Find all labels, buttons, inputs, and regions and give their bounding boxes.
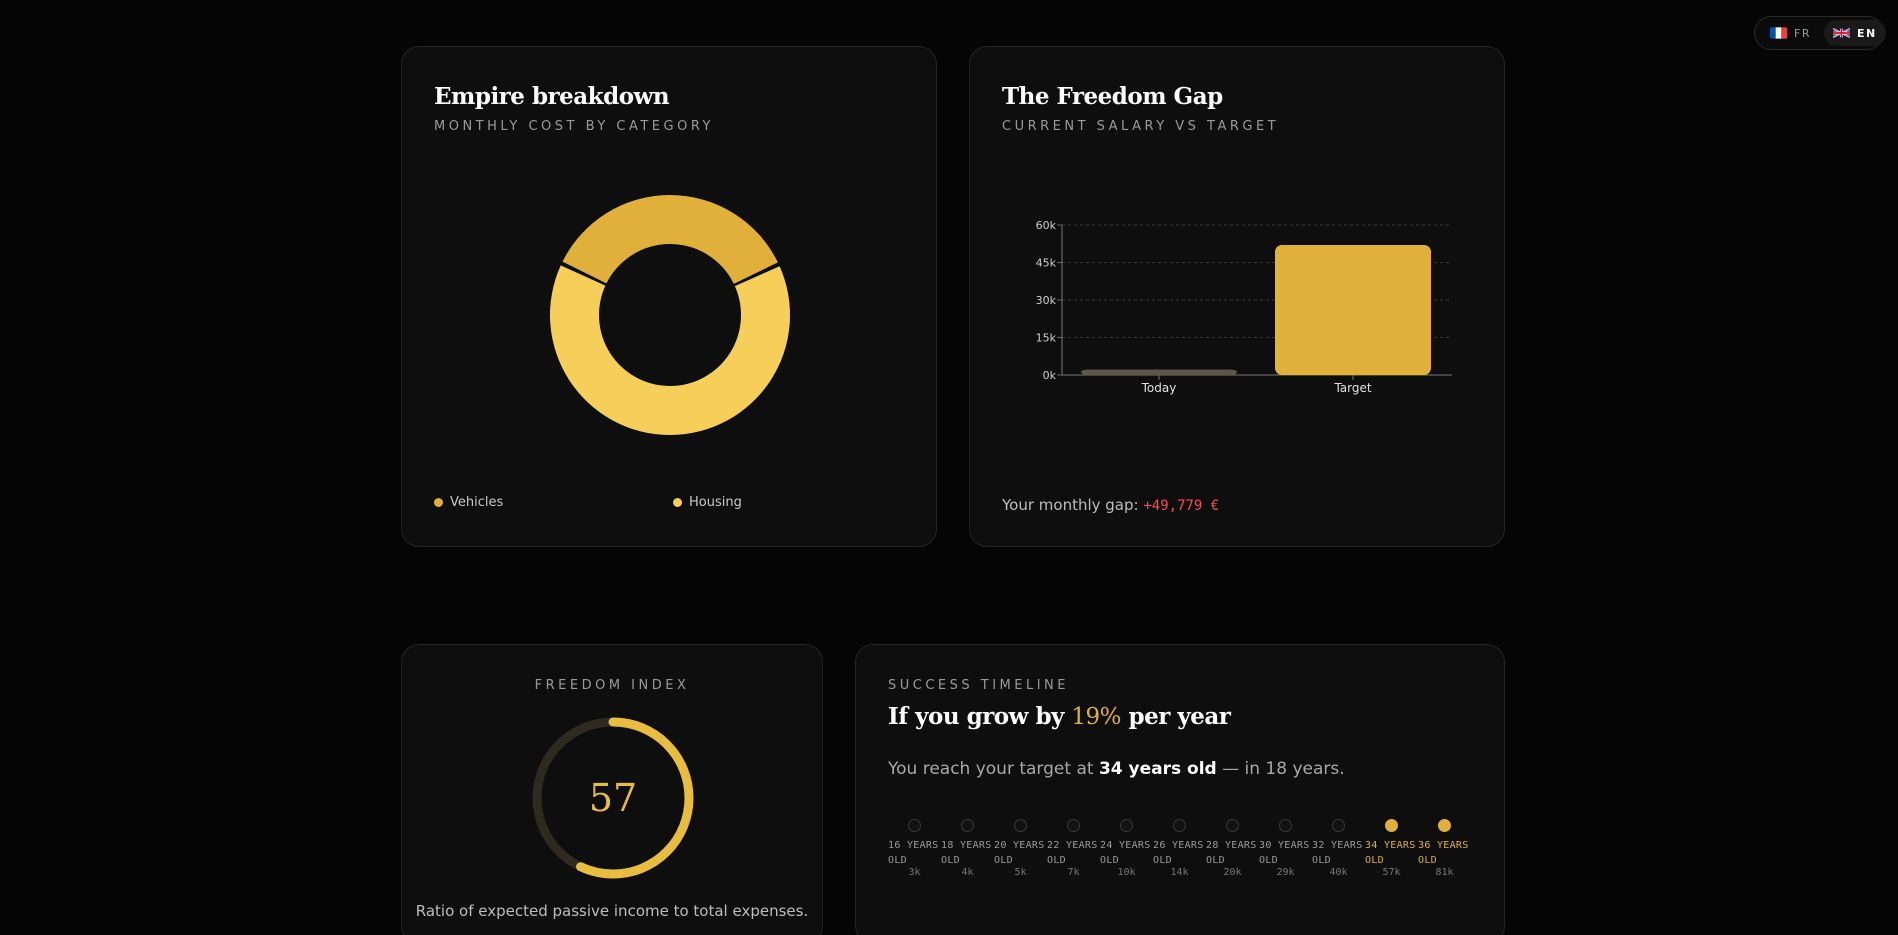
legend-label: Vehicles [450, 495, 504, 510]
timeline-dot[interactable] [1279, 819, 1292, 832]
growth-rate: 19% [1071, 704, 1122, 730]
legend-dot [673, 498, 682, 507]
timeline-age: 28 YEARS OLD [1206, 840, 1257, 866]
card-subtitle: CURRENT SALARY VS TARGET [1002, 119, 1280, 134]
language-option-en[interactable]: EN [1823, 20, 1886, 46]
x-tick-label: Today [1141, 381, 1177, 395]
timeline-dot[interactable] [1014, 819, 1027, 832]
monthly-gap: Your monthly gap: +49,779 € [1002, 496, 1219, 514]
gauge-value: 57 [589, 776, 637, 820]
donut-chart [550, 195, 790, 436]
freedom-gap-card: The Freedom Gap CURRENT SALARY VS TARGET… [969, 46, 1505, 547]
timeline-age: 22 YEARS OLD [1047, 840, 1098, 866]
title-prefix: If you grow by [888, 703, 1064, 730]
timeline-summary: You reach your target at 34 years old — … [888, 759, 1345, 779]
timeline-dot[interactable] [1385, 819, 1398, 832]
x-tick-label: Target [1333, 381, 1371, 395]
timeline-dot[interactable] [1173, 819, 1186, 832]
empire-breakdown-card: Empire breakdown MONTHLY COST BY CATEGOR… [401, 46, 937, 547]
freedom-index-card: FREEDOM INDEX 57 Ratio of expected passi… [401, 644, 823, 935]
card-subtitle: MONTHLY COST BY CATEGORY [434, 119, 714, 134]
gap-label: Your monthly gap: [1002, 496, 1139, 514]
timeline-title: If you grow by 19% per year [888, 703, 1231, 730]
bar-today [1081, 369, 1237, 375]
language-option-fr[interactable]: FR [1761, 20, 1820, 46]
timeline-age: 26 YEARS OLD [1153, 840, 1204, 866]
title-suffix: per year [1128, 703, 1231, 730]
freedom-gauge: 57 [532, 717, 694, 879]
timeline-dot[interactable] [961, 819, 974, 832]
timeline-value: 5k [1014, 867, 1027, 878]
timeline-dot[interactable] [1120, 819, 1133, 832]
y-tick-label: 15k [1036, 332, 1057, 345]
timeline-age: 24 YEARS OLD [1100, 840, 1151, 866]
legend-item-vehicles[interactable]: Vehicles [434, 495, 503, 510]
donut-slice-housing [550, 265, 790, 436]
timeline-age: 20 YEARS OLD [994, 840, 1045, 866]
y-tick-label: 60k [1036, 219, 1057, 232]
timeline-dot[interactable] [908, 819, 921, 832]
timeline-dot[interactable] [1226, 819, 1239, 832]
summary-prefix: You reach your target at [888, 759, 1094, 779]
timeline-dot[interactable] [1067, 819, 1080, 832]
donut-slice-vehicles [562, 195, 778, 284]
summary-age: 34 years old [1098, 759, 1217, 779]
timeline-age: 32 YEARS OLD [1312, 840, 1363, 866]
language-code: FR [1794, 26, 1811, 40]
timeline-value: 57k [1382, 867, 1401, 878]
timeline-value: 81k [1435, 867, 1454, 878]
legend-label: Housing [689, 495, 742, 510]
timeline-value: 14k [1170, 867, 1189, 878]
gap-value: +49,779 € [1143, 498, 1220, 514]
freedom-description: Ratio of expected passive income to tota… [415, 902, 809, 920]
france-flag-icon [1770, 27, 1787, 39]
y-tick-label: 30k [1036, 294, 1057, 307]
timeline-age: 18 YEARS OLD [941, 840, 992, 866]
summary-suffix: — in 18 years. [1222, 759, 1345, 779]
timeline-value: 20k [1223, 867, 1242, 878]
y-tick-label: 45k [1036, 257, 1057, 270]
bar-target [1275, 245, 1431, 375]
timeline-age: 34 YEARS OLD [1365, 840, 1416, 866]
legend-dot [434, 498, 443, 507]
timeline-value: 29k [1276, 867, 1295, 878]
card-label: SUCCESS TIMELINE [888, 678, 1069, 693]
y-tick-label: 0k [1043, 369, 1057, 382]
uk-flag-icon [1832, 27, 1850, 39]
timeline-dot[interactable] [1332, 819, 1345, 832]
gauge-fill [532, 717, 694, 879]
language-switch[interactable]: FR EN [1754, 16, 1886, 50]
timeline-value: 7k [1067, 867, 1080, 878]
legend-item-housing[interactable]: Housing [673, 495, 742, 510]
timeline-age: 16 YEARS OLD [888, 840, 939, 866]
language-code: EN [1856, 26, 1877, 40]
timeline-value: 3k [908, 867, 921, 878]
timeline-value: 40k [1329, 867, 1348, 878]
bar-chart: 0k 15k 30k 45k 60k Today Target [1036, 219, 1452, 395]
success-timeline-card: SUCCESS TIMELINE If you grow by 19% per … [855, 644, 1505, 935]
timeline-value: 10k [1117, 867, 1136, 878]
timeline-age: 30 YEARS OLD [1259, 840, 1310, 866]
timeline-value: 4k [961, 867, 974, 878]
card-title: Empire breakdown [434, 83, 670, 110]
timeline-age: 36 YEARS OLD [1418, 840, 1469, 866]
card-label: FREEDOM INDEX [534, 678, 690, 693]
timeline-dot[interactable] [1438, 819, 1451, 832]
card-title: The Freedom Gap [1002, 83, 1223, 110]
